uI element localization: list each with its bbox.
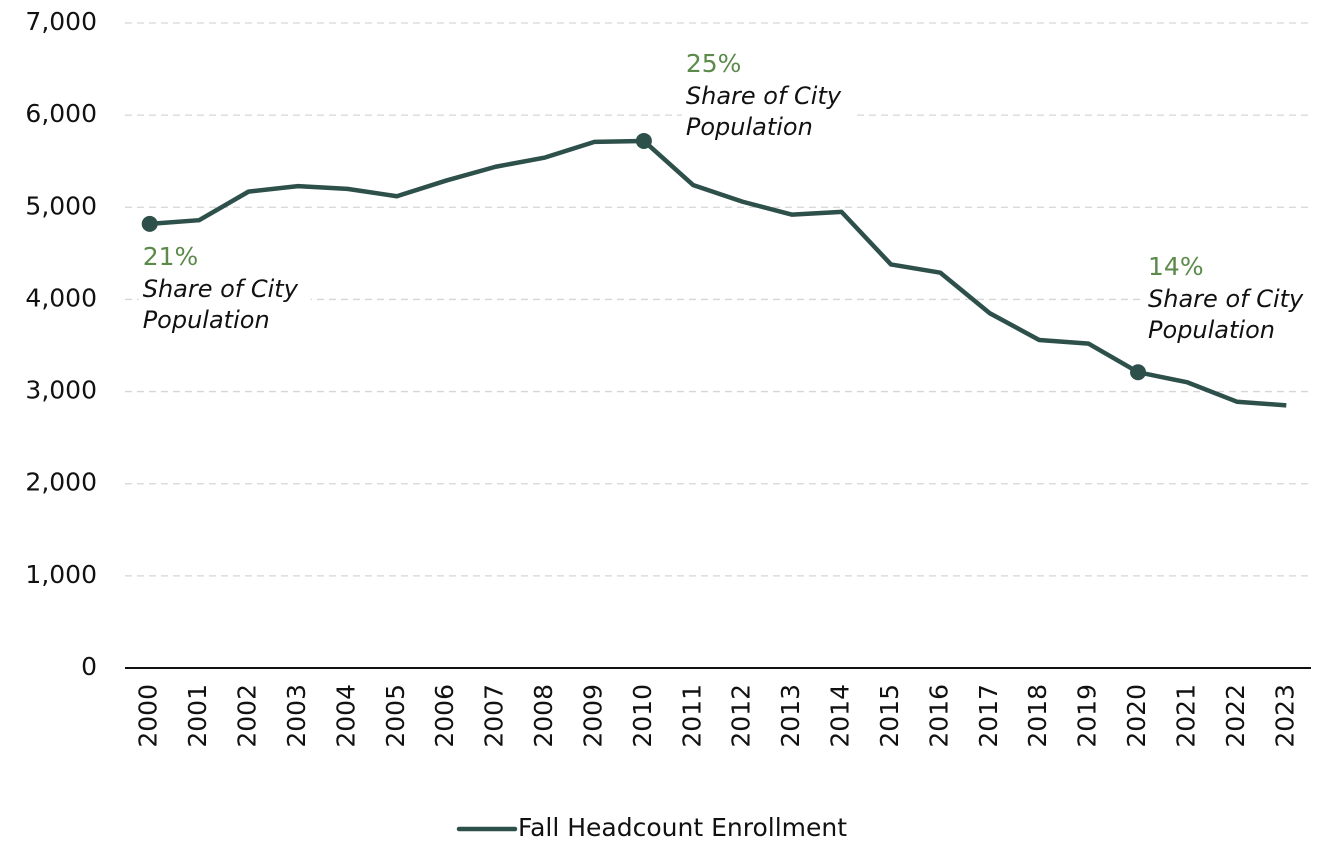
- y-tick-label: 2,000: [25, 468, 97, 497]
- x-tick-label: 2005: [381, 684, 410, 748]
- y-tick-label: 1,000: [25, 560, 97, 589]
- y-tick-label: 0: [81, 652, 97, 681]
- x-tick-label: 2007: [480, 684, 509, 748]
- highlight-marker: [635, 132, 652, 149]
- annotation-value: 25%: [686, 49, 742, 78]
- x-tick-label: 2014: [826, 684, 855, 748]
- x-tick-label: 2003: [282, 684, 311, 748]
- x-tick-label: 2021: [1171, 684, 1200, 748]
- x-tick-label: 2008: [529, 684, 558, 748]
- annotation-text: Population: [1148, 316, 1275, 344]
- x-tick-label: 2019: [1073, 684, 1102, 748]
- y-tick-label: 4,000: [25, 283, 97, 312]
- annotation-text: Population: [143, 306, 270, 334]
- x-tick-label: 2023: [1270, 684, 1299, 748]
- x-tick-label: 2013: [776, 684, 805, 748]
- x-tick-label: 2001: [183, 684, 212, 748]
- x-tick-label: 2011: [677, 684, 706, 748]
- y-tick-label: 7,000: [25, 7, 97, 36]
- x-tick-label: 2012: [727, 684, 756, 748]
- annotation-text: Share of City: [143, 275, 299, 303]
- x-tick-label: 2010: [628, 684, 657, 748]
- x-tick-label: 2004: [331, 684, 360, 748]
- highlight-marker: [1130, 364, 1147, 381]
- annotation-bg: [1144, 250, 1317, 349]
- annotation-text: Share of City: [1148, 285, 1304, 313]
- x-tick-label: 2009: [578, 684, 607, 748]
- x-tick-label: 2006: [430, 684, 459, 748]
- x-tick-label: 2016: [924, 684, 953, 748]
- annotation-value: 14%: [1148, 252, 1204, 281]
- x-tick-label: 2018: [1023, 684, 1052, 748]
- annotation-bg: [138, 239, 311, 338]
- annotation-value: 21%: [143, 242, 199, 271]
- y-tick-label: 5,000: [25, 191, 97, 220]
- y-tick-label: 6,000: [25, 99, 97, 128]
- y-tick-label: 3,000: [25, 376, 97, 405]
- x-tick-label: 2002: [233, 684, 262, 748]
- x-tick-label: 2022: [1221, 684, 1250, 748]
- highlight-marker: [141, 215, 158, 232]
- x-tick-label: 2020: [1122, 684, 1151, 748]
- x-tick-label: 2015: [875, 684, 904, 748]
- x-tick-label: 2000: [134, 684, 163, 748]
- annotation-text: Share of City: [686, 82, 842, 110]
- legend-label: Fall Headcount Enrollment: [518, 813, 847, 842]
- series-line: [149, 138, 1287, 408]
- annotation-text: Population: [686, 113, 813, 141]
- x-tick-label: 2017: [974, 684, 1003, 748]
- annotation-bg: [681, 46, 854, 145]
